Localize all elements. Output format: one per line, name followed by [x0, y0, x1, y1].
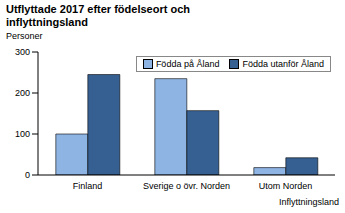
svg-text:300: 300 [15, 47, 30, 57]
svg-text:Finland: Finland [73, 181, 103, 191]
svg-text:0: 0 [25, 170, 30, 180]
html-text:Födda utanför Åland: Födda utanför Åland [242, 59, 324, 69]
html-text:Inflyttningsland: Inflyttningsland [279, 197, 339, 207]
svg-text:Sverige o övr. Norden: Sverige o övr. Norden [143, 181, 230, 191]
html-text:Personer: Personer [6, 31, 43, 41]
html-text:Födda på Åland: Födda på Åland [155, 59, 220, 69]
svg-text:Utom Norden: Utom Norden [259, 181, 313, 191]
html-text:Utflyttade 2017 efter födelseo: Utflyttade 2017 efter födelseort och inf… [6, 3, 190, 28]
svg-text:200: 200 [15, 88, 30, 98]
svg-text:100: 100 [15, 129, 30, 139]
